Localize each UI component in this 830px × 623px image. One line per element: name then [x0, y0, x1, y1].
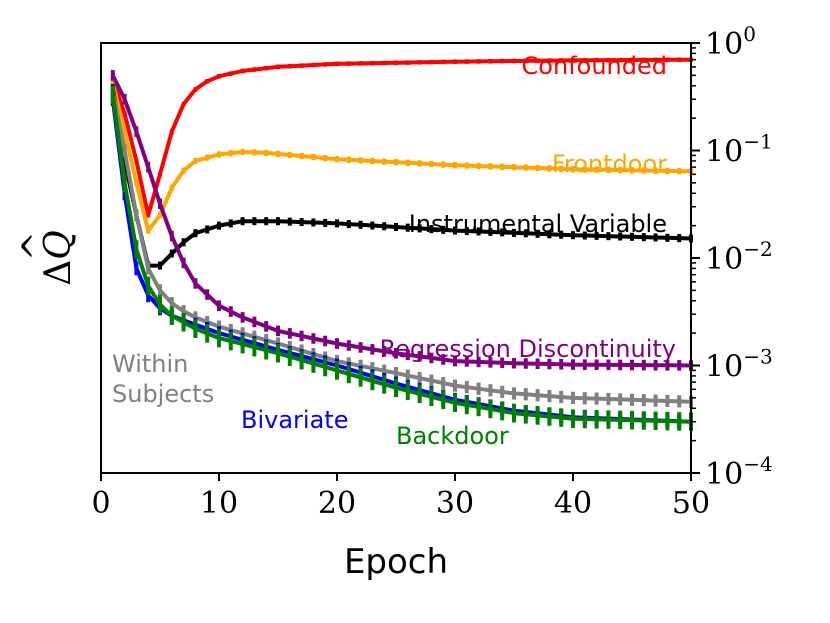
- y-tick-label: 10−4: [705, 452, 773, 492]
- series-regression-discontinuity: [110, 70, 693, 371]
- y-tick-label: 10−3: [705, 345, 773, 385]
- series-backdoor: [110, 85, 693, 431]
- x-tick-label: 10: [200, 486, 238, 521]
- label-confounded: Confounded: [522, 52, 667, 80]
- label-regression-discontinuity: Regression Discontinuity: [380, 335, 676, 363]
- axes-frame: [100, 42, 692, 474]
- series-bivariate: [110, 92, 693, 429]
- series-line-backdoor: [110, 94, 692, 424]
- label-frontdoor: Frontdoor: [552, 150, 667, 178]
- x-tick-label: 20: [318, 486, 356, 521]
- y-axis-label: ΔQ^: [16, 230, 79, 286]
- series-line-confounded: [110, 57, 691, 218]
- series-frontdoor: [110, 80, 693, 234]
- ticks-layer: 0 10 20 30 40 50 100 10−1 10−2 10−3 10−4: [91, 22, 772, 521]
- x-tick-label: 50: [672, 486, 710, 521]
- series-line-regression-discontinuity: [111, 74, 692, 368]
- labels-layer: Confounded Frontdoor Instrumental Variable…: [112, 52, 676, 450]
- y-axis-label-hat: ^: [16, 231, 57, 261]
- x-tick-label: 30: [436, 486, 474, 521]
- label-instrumental-variable: Instrumental Variable: [409, 210, 667, 238]
- y-axis-label-text: ΔQ: [38, 230, 79, 286]
- label-within-subjects: Within Subjects: [112, 350, 214, 408]
- y-tick-label: 100: [705, 22, 756, 62]
- x-tick-label: 40: [554, 486, 592, 521]
- series-confounded: [110, 57, 693, 218]
- y-tick-label: 10−1: [705, 130, 773, 170]
- series-layer: [110, 57, 693, 431]
- label-bivariate: Bivariate: [241, 406, 348, 434]
- x-tick-label: 0: [91, 486, 110, 521]
- series-line-frontdoor: [110, 83, 692, 233]
- x-axis-label: Epoch: [344, 542, 448, 582]
- y-tick-label: 10−2: [705, 237, 773, 277]
- label-backdoor: Backdoor: [396, 422, 509, 450]
- series-line-instrumental-variable: [110, 87, 692, 268]
